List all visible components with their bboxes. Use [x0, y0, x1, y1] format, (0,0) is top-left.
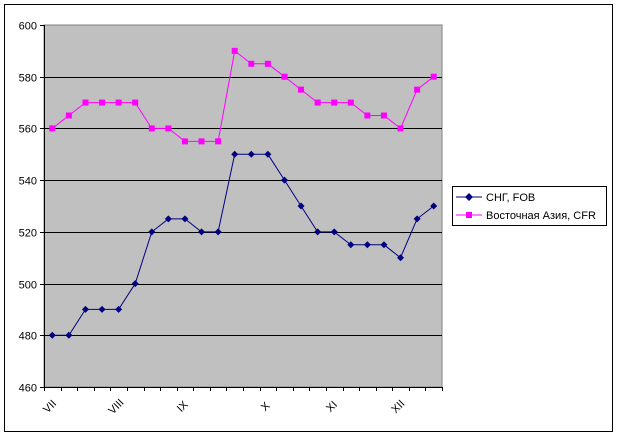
- series-layer: [48, 47, 438, 339]
- data-point: [48, 331, 56, 339]
- data-point: [280, 176, 288, 184]
- legend-label-series-1: СНГ, FOB: [486, 192, 535, 204]
- data-point: [65, 112, 72, 119]
- data-point: [430, 202, 438, 210]
- y-tick-label: 520: [19, 228, 37, 240]
- legend-marker-series-1: [465, 193, 473, 201]
- data-point: [363, 241, 371, 249]
- data-point: [314, 228, 322, 236]
- data-point: [214, 228, 222, 236]
- legend-marker-series-2: [466, 212, 472, 218]
- y-tick-label: 500: [19, 280, 37, 292]
- data-point: [380, 241, 388, 249]
- legend-box: [452, 186, 607, 226]
- data-point: [297, 202, 305, 210]
- legend: СНГ, FOB Восточная Азия, CFR: [452, 186, 607, 226]
- data-point: [347, 241, 355, 249]
- data-point: [115, 99, 122, 106]
- data-point: [81, 305, 89, 313]
- data-point: [247, 150, 255, 158]
- series-2: [49, 47, 437, 145]
- data-point: [397, 254, 405, 262]
- data-point: [65, 331, 73, 339]
- data-point: [148, 125, 155, 132]
- data-point: [131, 280, 139, 288]
- y-tick-label: 480: [19, 331, 37, 343]
- data-point: [49, 125, 56, 132]
- gridlines: [44, 77, 442, 336]
- data-point: [380, 112, 387, 119]
- data-point: [264, 60, 271, 67]
- data-point: [314, 99, 321, 106]
- y-tick-label: 540: [19, 176, 37, 188]
- data-point: [115, 305, 123, 313]
- data-point: [281, 73, 288, 80]
- data-point: [164, 215, 172, 223]
- data-point: [231, 150, 239, 158]
- plot-area: [43, 24, 443, 388]
- data-point: [181, 215, 189, 223]
- y-tick-label: 460: [19, 383, 37, 395]
- data-point: [413, 215, 421, 223]
- data-point: [132, 99, 139, 106]
- data-point: [364, 112, 371, 119]
- data-point: [98, 305, 106, 313]
- data-point: [331, 99, 338, 106]
- data-point: [414, 86, 421, 93]
- data-point: [181, 138, 188, 145]
- y-tick-label: 560: [19, 124, 37, 136]
- data-point: [165, 125, 172, 132]
- data-point: [397, 125, 404, 132]
- data-point: [198, 228, 206, 236]
- y-tick-label: 600: [19, 21, 37, 33]
- data-point: [298, 86, 305, 93]
- data-point: [248, 60, 255, 67]
- data-point: [82, 99, 89, 106]
- data-point: [430, 73, 437, 80]
- y-tick-label: 580: [19, 73, 37, 85]
- data-point: [330, 228, 338, 236]
- series-1: [48, 150, 438, 339]
- data-point: [148, 228, 156, 236]
- data-point: [347, 99, 354, 106]
- data-point: [198, 138, 205, 145]
- data-point: [215, 138, 222, 145]
- legend-label-series-2: Восточная Азия, CFR: [486, 210, 596, 222]
- data-point: [264, 150, 272, 158]
- data-point: [99, 99, 106, 106]
- data-point: [231, 47, 238, 54]
